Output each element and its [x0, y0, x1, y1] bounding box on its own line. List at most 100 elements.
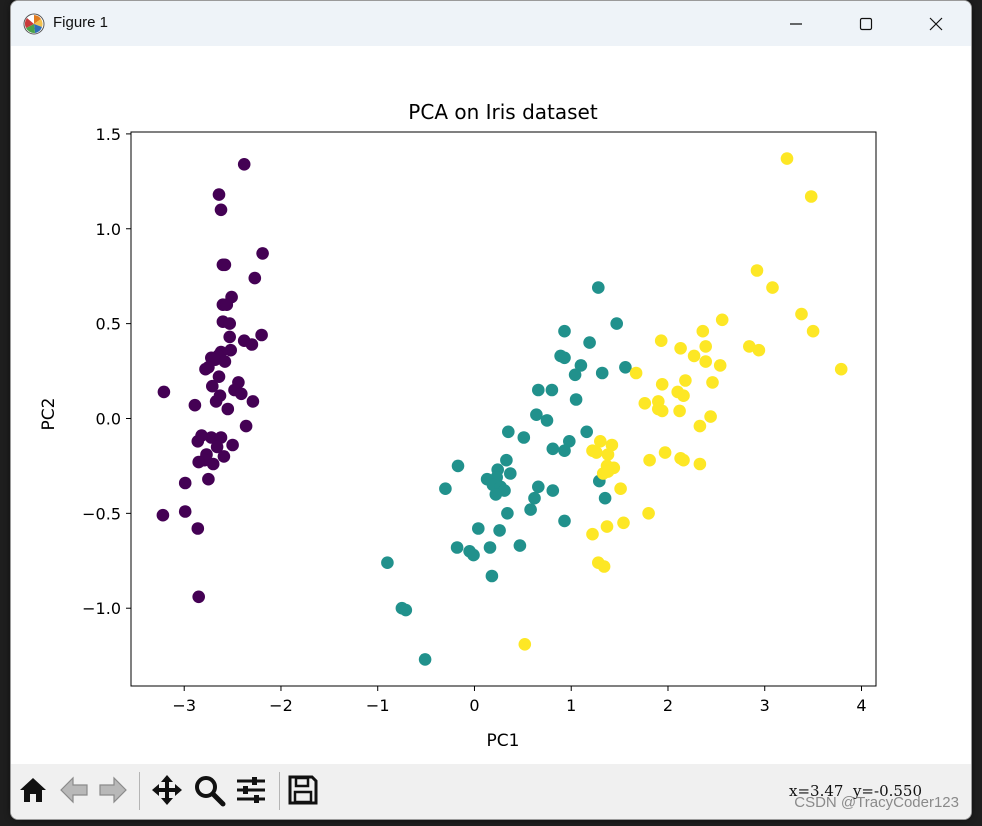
scatter-point — [674, 342, 687, 355]
scatter-point — [217, 450, 231, 463]
scatter-point — [601, 448, 615, 461]
scatter-point — [586, 527, 599, 541]
minimize-icon — [790, 22, 802, 25]
scatter-point — [580, 425, 593, 439]
forward-button[interactable] — [93, 770, 133, 810]
scatter-point — [713, 359, 727, 372]
scatter-point — [598, 491, 612, 505]
scatter-point — [501, 507, 514, 520]
move-icon — [152, 775, 182, 805]
maximize-button[interactable] — [831, 1, 901, 46]
scatter-point — [450, 541, 464, 554]
scatter-point — [248, 271, 262, 285]
x-axis-ticks: −3 −2 −1 0 1 2 3 4 — [172, 686, 867, 715]
scatter-point — [600, 520, 614, 533]
scatter-point — [399, 603, 413, 617]
scatter-point — [568, 368, 582, 382]
zoom-button[interactable] — [189, 770, 229, 810]
scatter-point — [489, 488, 503, 501]
close-button[interactable] — [901, 1, 971, 46]
desktop-background-left — [0, 0, 10, 826]
scatter-point — [192, 590, 205, 604]
title-bar[interactable]: Figure 1 — [11, 1, 971, 46]
scatter-point — [638, 397, 652, 410]
scatter-point — [451, 459, 465, 473]
scatter-point — [601, 465, 615, 478]
scatter-point — [500, 453, 513, 467]
scatter-point — [206, 379, 219, 393]
scatter-point — [655, 404, 669, 418]
scatter-point — [574, 359, 588, 372]
scatter-point — [546, 442, 560, 456]
scatter-point — [643, 453, 656, 467]
scatter-point — [235, 387, 248, 401]
configure-subplots-button[interactable] — [231, 770, 271, 810]
scatter-point — [237, 158, 251, 171]
x-tick-label: 0 — [469, 696, 479, 715]
scatter-point — [191, 435, 205, 448]
back-button[interactable] — [54, 770, 94, 810]
scatter-point — [546, 484, 560, 497]
scatter-point — [467, 548, 480, 562]
scatter-point — [218, 355, 232, 368]
scatter-point — [528, 491, 541, 505]
scatter-point — [834, 362, 848, 376]
y-tick-label: −0.5 — [82, 504, 121, 523]
scatter-point — [191, 522, 205, 535]
scatter-point — [245, 338, 259, 351]
y-axis-label: PC2 — [39, 398, 59, 431]
scatter-point — [804, 190, 818, 203]
scatter-point — [610, 317, 623, 330]
scatter-point — [485, 569, 499, 583]
watermark-text: CSDN @TracyCoder123 — [794, 794, 959, 811]
minimize-button[interactable] — [761, 1, 831, 46]
scatter-point — [178, 505, 192, 518]
scatter-point — [418, 653, 432, 666]
scatter-point — [563, 435, 576, 448]
scatter-point — [223, 317, 236, 330]
home-button[interactable] — [13, 770, 53, 810]
scatter-point — [202, 472, 215, 486]
y-axis-ticks: −1.0 −0.5 0.0 0.5 1.0 1.5 — [82, 125, 131, 618]
scatter-point — [530, 408, 543, 422]
scatter-point — [205, 431, 218, 444]
matplotlib-logo-icon — [23, 13, 45, 35]
figure-canvas[interactable]: −3 −2 −1 0 1 2 3 4 −1.0 −0.5 0.0 0.5 1.0 1.5 PCA on … — [11, 46, 971, 764]
scatter-point — [597, 560, 611, 573]
scatter-point — [795, 307, 808, 321]
maximize-icon — [859, 17, 873, 30]
scatter-point — [212, 188, 226, 201]
scatter-point — [210, 440, 224, 454]
scatter-point — [629, 366, 643, 380]
scatter-point — [687, 349, 701, 363]
scatter-point — [246, 395, 260, 408]
pan-button[interactable] — [147, 770, 187, 810]
scatter-point — [178, 476, 192, 490]
scatter-point — [524, 503, 537, 516]
scatter-point — [218, 258, 232, 272]
scatter-point — [558, 351, 571, 365]
close-icon — [929, 17, 943, 30]
scatter-point — [693, 419, 707, 433]
x-axis-label: PC1 — [487, 731, 520, 751]
scatter-point — [605, 438, 619, 452]
x-tick-label: −1 — [366, 696, 390, 715]
scatter-point — [699, 355, 712, 368]
scatter-point — [558, 444, 571, 458]
scatter-plot[interactable]: −3 −2 −1 0 1 2 3 4 −1.0 −0.5 0.0 0.5 1.0 1.5 PCA on … — [11, 46, 971, 764]
save-button[interactable] — [283, 770, 323, 810]
scatter-point — [212, 370, 226, 384]
scatter-point — [255, 328, 268, 342]
floppy-icon — [288, 775, 318, 805]
navigation-toolbar: x=3.47 y=-0.550 CSDN @TracyCoder123 — [11, 764, 971, 819]
scatter-point — [614, 482, 627, 496]
arrow-left-icon — [60, 776, 88, 804]
scatter-point — [518, 638, 532, 651]
x-tick-label: −2 — [269, 696, 293, 715]
scatter-point — [221, 402, 235, 416]
arrow-right-icon — [99, 776, 127, 804]
scatter-point — [192, 455, 205, 469]
scatter-point — [513, 539, 527, 552]
toolbar-separator — [279, 772, 280, 810]
chart-title: PCA on Iris dataset — [408, 100, 598, 124]
